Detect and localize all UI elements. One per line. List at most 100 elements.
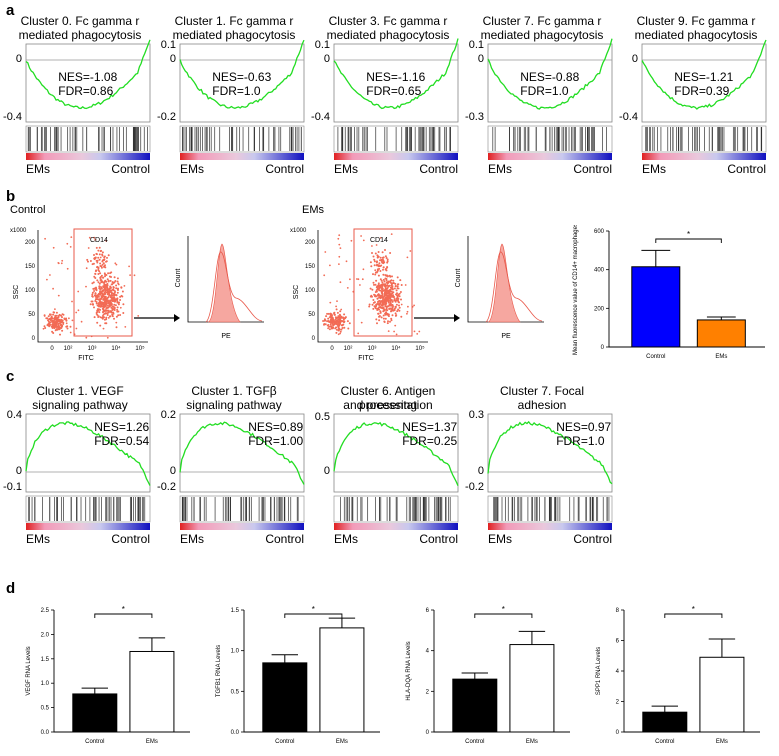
scatter-dot [101, 251, 104, 254]
scatter-dot [356, 278, 358, 280]
gsea-plot: Cluster 1. TGFβ signaling pathway 0.2 0 -0.2… [157, 384, 308, 546]
gsea-frame [487, 43, 613, 123]
scatter-dot [85, 267, 88, 270]
scatter-dot [333, 323, 336, 326]
scatter-dot [404, 284, 407, 286]
scatter-dot [122, 312, 125, 314]
scatter-dot [92, 262, 95, 265]
x-category-label: Control [465, 739, 484, 745]
gsea-right-label: Control [573, 162, 612, 176]
gsea-frame [487, 413, 613, 493]
scatter-dot [53, 311, 56, 314]
scatter-dot [100, 249, 103, 252]
scatter-dot [393, 330, 395, 333]
ems-label: EMs [302, 204, 324, 216]
gsea-svg [25, 39, 151, 160]
scatter-dot [51, 317, 54, 320]
scatter-dot [372, 281, 375, 284]
scatter-dot [93, 294, 96, 297]
gsea-y-tick: 0 [477, 465, 484, 477]
scatter-dot [45, 317, 48, 320]
scatter-dot [104, 322, 107, 325]
scatter-dot [116, 306, 119, 309]
scatter-y-tick: 200 [25, 240, 36, 246]
scatter-dot [399, 291, 402, 293]
scatter-dot [59, 333, 61, 336]
scatter-dot [396, 310, 399, 313]
scatter-dot [98, 270, 101, 273]
scatter-dot [93, 236, 96, 239]
y-tick-label: 1.5 [41, 657, 50, 663]
gsea-svg [179, 39, 305, 160]
gsea-rank-gradient [26, 523, 150, 530]
gsea-nes: NES=1.26 [94, 420, 150, 434]
scatter-y-tick: 0 [312, 336, 316, 342]
gsea-plot: Cluster 1. Fc gamma r mediated phagocytos… [157, 14, 308, 176]
scatter-dot [371, 303, 374, 306]
gsea-fdr: FDR=0.65 [366, 84, 422, 98]
scatter-dot [394, 282, 397, 285]
gsea-left-label: EMs [488, 162, 512, 176]
scatter-dot [338, 317, 341, 320]
scatter-dot [396, 285, 399, 288]
scatter-dot [93, 306, 95, 309]
scatter-dot [103, 318, 106, 321]
hla-dqa-bar-chart: 0 2 4 6 HLA-DQA RNA Levels Control EMs * [406, 605, 570, 745]
scatter-dot [68, 317, 70, 320]
significance-bracket [474, 613, 533, 618]
scatter-x-tick: 10⁴ [391, 345, 401, 352]
scatter-dot [396, 276, 399, 279]
gsea-y-tick: 0.4 [6, 409, 22, 421]
gsea-y-tick: 0 [15, 465, 22, 477]
scatter-dot [377, 284, 380, 287]
scatter-dot [379, 256, 382, 259]
gsea-title-line2: signaling pathway [186, 398, 282, 412]
scatter-dot [376, 322, 378, 325]
scatter-dot [325, 315, 328, 318]
scatter-dot [324, 251, 327, 253]
scatter-dot [52, 246, 55, 249]
scatter-dot [71, 319, 74, 322]
scatter-dot [109, 315, 112, 318]
scatter-dot [329, 264, 331, 267]
scatter-y-tick: 50 [308, 312, 315, 318]
scatter-dot [117, 314, 120, 317]
gsea-rank-gradient [180, 523, 304, 530]
scatter-dot [375, 303, 378, 306]
scatter-dot [330, 325, 333, 328]
scatter-dot [55, 311, 58, 314]
scatter-dot [70, 236, 73, 238]
scatter-dot [374, 295, 377, 298]
scatter-dot [91, 293, 94, 296]
scatter-dot [372, 307, 375, 310]
scatter-dot [394, 285, 397, 287]
scatter-dot [382, 289, 385, 292]
scatter-dot [326, 320, 329, 323]
scatter-y-tick: 150 [25, 264, 36, 270]
scatter-dot [55, 319, 58, 322]
scatter-dot [361, 278, 364, 281]
scatter-dot [98, 311, 101, 314]
gsea-enrichment-curve [179, 39, 305, 109]
scatter-x-tick: 10² [344, 346, 353, 352]
scatter-dot [381, 294, 384, 297]
gsea-y-tick: 0.3 [468, 409, 484, 421]
scatter-dot [92, 287, 95, 290]
scatter-dot [57, 262, 60, 265]
scatter-dot [379, 294, 382, 297]
gsea-left-label: EMs [642, 162, 666, 176]
scatter-dot [335, 328, 338, 331]
scatter-dot [346, 320, 349, 323]
scatter-dot [98, 308, 100, 311]
scatter-dot [106, 304, 109, 307]
scatter-dot [339, 332, 341, 335]
scatter-dot [376, 270, 379, 273]
y-tick-label: 0.0 [41, 730, 50, 736]
mfi-bar-chart: 0 200 400 600 Mean fluorescence value of CD1… [573, 225, 765, 360]
y-tick-label: 0 [616, 730, 620, 736]
scatter-dot [385, 267, 387, 270]
scatter-dot [98, 285, 101, 288]
scatter-dot [322, 320, 325, 322]
scatter-dot [327, 327, 329, 330]
gsea-y-tick: -0.2 [157, 481, 176, 493]
